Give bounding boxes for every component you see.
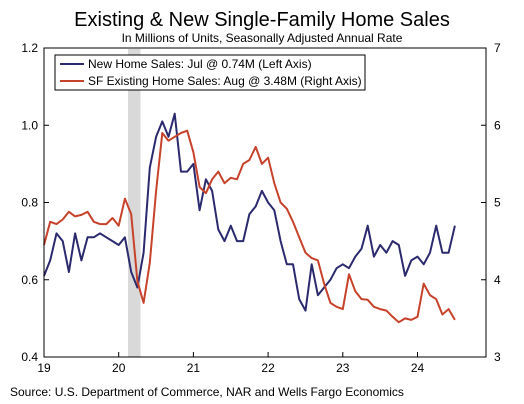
series-line-sf-existing-home-sales: [43, 129, 456, 324]
legend-label-new-home-sales: New Home Sales: Jul @ 0.74M (Left Axis): [88, 57, 312, 71]
right-tick-label: 5: [494, 196, 501, 210]
right-axis-ticks: 3 4 5 6 7: [481, 41, 501, 364]
left-tick-label: 1.0: [21, 118, 38, 132]
right-tick-label: 6: [494, 118, 501, 132]
source-note: Source: U.S. Department of Commerce, NAR…: [10, 385, 404, 399]
x-tick-label: 19: [37, 361, 51, 375]
series-lines: [43, 112, 456, 324]
x-tick-label: 22: [261, 361, 275, 375]
left-tick-label: 0.8: [21, 196, 38, 210]
series-line-new-home-sales: [43, 112, 456, 312]
legend-box: [54, 54, 366, 91]
right-tick-label: 7: [494, 41, 501, 55]
chart-title: Existing & New Single-Family Home Sales: [74, 9, 450, 31]
right-tick-label: 4: [494, 273, 501, 287]
x-axis-ticks: 19 20 21 22 23 24: [37, 352, 424, 375]
recession-shading: [128, 49, 141, 357]
chart-subtitle: In Millions of Units, Seasonally Adjuste…: [122, 31, 403, 45]
left-axis-ticks: 0.4 0.6 0.8 1.0 1.2: [21, 41, 49, 364]
left-tick-label: 1.2: [21, 41, 38, 55]
left-tick-label: 0.6: [21, 273, 38, 287]
x-tick-label: 21: [187, 361, 201, 375]
legend: New Home Sales: Jul @ 0.74M (Left Axis) …: [54, 54, 366, 91]
legend-label-sf-existing-home-sales: SF Existing Home Sales: Aug @ 3.48M (Rig…: [88, 74, 362, 88]
x-tick-label: 20: [112, 361, 126, 375]
plot-frame: [43, 47, 487, 358]
left-tick-label: 0.4: [21, 350, 38, 364]
x-tick-label: 24: [411, 361, 425, 375]
right-tick-label: 3: [494, 350, 501, 364]
x-tick-label: 23: [336, 361, 350, 375]
